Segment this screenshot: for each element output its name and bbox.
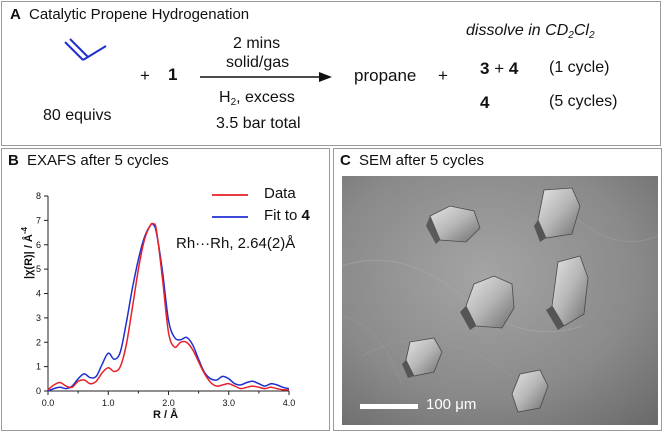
legend-data-label: Data [264,185,296,202]
y-tick-label: 6 [36,240,41,250]
crystal-2 [534,187,581,242]
legend-fit-label: Fit to 4 [264,207,310,224]
y-tick-label: 3 [36,313,41,323]
y-tick-label: 8 [36,191,41,201]
condition-h2: H2, excess [219,89,295,108]
chart-lines [47,222,290,392]
condition-time: 2 mins [233,35,281,52]
crystal-4 [546,255,589,330]
y-axis-label: |χ(R)| / Å-4 [20,227,35,279]
crystal-5 [402,337,443,378]
panel-c-title: SEM after 5 cycles [359,152,485,169]
panel-b-exafs-chart: B EXAFS after 5 cycles 0.0 1.0 2.0 3.0 4.0 0 1… [1,148,330,431]
result-row-2-note: (5 cycles) [549,93,618,110]
y-tick-label: 1 [36,362,41,372]
x-tick-label: 2.0 [162,398,175,408]
y-tick-label: 0 [36,386,41,396]
y-tick-label: 7 [36,215,41,225]
chart-axes [47,196,289,392]
x-tick-label: 1.0 [102,398,115,408]
scale-bar-label: 100 μm [426,396,477,413]
x-axis-label: R / Å [153,409,179,421]
panel-a-title: Catalytic Propene Hydrogenation [29,6,250,23]
rh-rh-annotation: Rh···Rh, 2.64(2)Å [176,235,296,252]
condition-phase: solid/gas [226,54,290,71]
dissolve-note: dissolve in CD2Cl2 [466,22,595,41]
panel-c-sem-image: C SEM after 5 cycles [333,148,662,431]
reagent-1: 1 [168,65,178,84]
condition-pressure: 3.5 bar total [216,115,301,132]
sem-micrograph: 100 μm [342,176,658,425]
exafs-plot: 0.0 1.0 2.0 3.0 4.0 0 1 2 3 4 5 6 7 8 [36,191,295,408]
chart-ticks: 0.0 1.0 2.0 3.0 4.0 0 1 2 3 4 5 6 7 8 [36,191,295,408]
y-tick-label: 2 [36,337,41,347]
product-propane: propane [354,66,417,85]
y-tick-label: 5 [36,264,41,274]
sem-image [342,176,658,425]
y-tick-label: 4 [36,289,41,299]
result-row-1-note: (1 cycle) [549,59,610,76]
legend-swatches [212,194,248,218]
crystal-3 [460,275,515,330]
crystal-1 [426,205,481,244]
panel-b-title: EXAFS after 5 cycles [27,152,169,169]
crystal-6 [511,369,549,413]
panel-b-label: B [8,152,19,169]
propene-structure [64,38,107,61]
equivs-label: 80 equivs [43,107,112,124]
plus-sign-2: + [438,66,448,85]
x-tick-label: 3.0 [222,398,235,408]
result-row-1-species: 3 + 4 [480,59,519,78]
x-tick-label: 0.0 [42,398,55,408]
scale-bar [360,404,418,409]
x-tick-label: 4.0 [283,398,296,408]
panel-c-label: C [340,152,351,169]
result-row-2-species: 4 [480,93,490,112]
plus-sign-1: + [140,66,150,85]
series-line-data [47,222,290,391]
series-line-fit [47,223,290,392]
panel-a-reaction-scheme: A Catalytic Propene Hydrogenation 80 equ… [1,1,661,146]
reaction-arrow-icon [200,72,332,82]
panel-a-label: A [10,6,21,23]
